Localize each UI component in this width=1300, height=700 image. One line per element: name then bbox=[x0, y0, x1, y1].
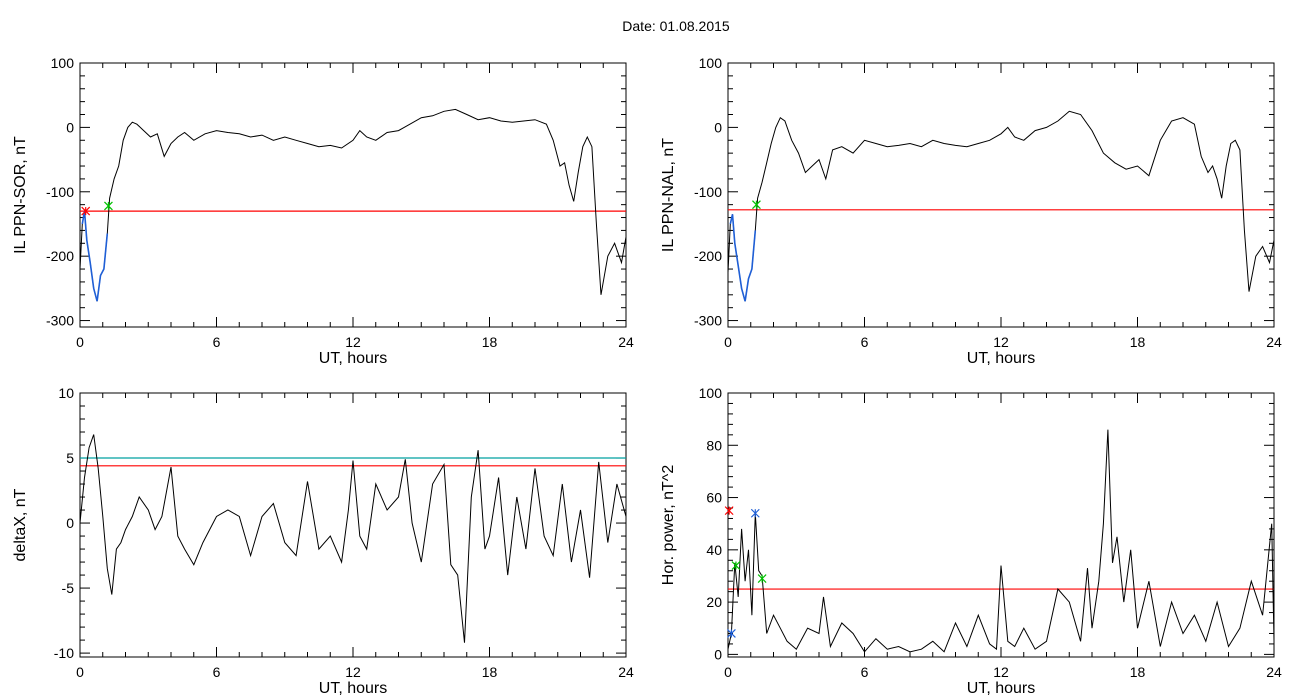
x-tick-label: 6 bbox=[213, 334, 221, 350]
highlight-segment bbox=[729, 214, 757, 302]
plot-area bbox=[80, 434, 626, 643]
x-tick-label: 18 bbox=[1130, 664, 1146, 680]
y-tick-label: 10 bbox=[58, 385, 74, 401]
marker-end bbox=[104, 201, 113, 211]
series-line bbox=[80, 434, 626, 643]
y-tick-label: -200 bbox=[46, 248, 74, 264]
marker-peak bbox=[726, 629, 736, 638]
plot-area bbox=[80, 108, 626, 302]
y-tick-label: -200 bbox=[694, 248, 722, 264]
plot-area bbox=[728, 429, 1274, 653]
x-tick-label: 24 bbox=[1266, 334, 1282, 350]
x-axis-label: UT, hours bbox=[967, 350, 1035, 367]
marker-start bbox=[724, 506, 734, 516]
y-tick-label: -100 bbox=[46, 184, 74, 200]
x-tick-label: 24 bbox=[618, 334, 634, 350]
marker-peak bbox=[750, 508, 760, 518]
x-tick-label: 6 bbox=[861, 334, 869, 350]
x-tick-label: 18 bbox=[482, 664, 498, 680]
x-tick-label: 18 bbox=[482, 334, 498, 350]
x-axis-label: UT, hours bbox=[319, 350, 387, 367]
marker-end bbox=[752, 200, 761, 210]
y-tick-label: -10 bbox=[54, 645, 74, 661]
x-tick-label: 12 bbox=[345, 664, 361, 680]
series-line bbox=[80, 108, 626, 302]
page-title: Date: 01.08.2015 bbox=[622, 18, 730, 34]
y-tick-label: 100 bbox=[699, 55, 723, 71]
series-line bbox=[728, 429, 1274, 653]
y-tick-label: 100 bbox=[699, 385, 723, 401]
x-tick-label: 0 bbox=[724, 664, 732, 680]
y-tick-label: 0 bbox=[66, 515, 74, 531]
highlight-segment bbox=[81, 210, 109, 302]
x-tick-label: 0 bbox=[76, 664, 84, 680]
plot-frame bbox=[727, 62, 1275, 328]
y-tick-label: 0 bbox=[714, 646, 722, 662]
plot-area bbox=[728, 110, 1274, 302]
x-tick-label: 12 bbox=[345, 334, 361, 350]
x-tick-label: 6 bbox=[861, 664, 869, 680]
plot-frame bbox=[79, 392, 627, 658]
y-tick-label: 60 bbox=[706, 490, 722, 506]
y-tick-label: -300 bbox=[694, 313, 722, 329]
series-line bbox=[728, 110, 1274, 302]
y-tick-label: -300 bbox=[46, 313, 74, 329]
x-tick-label: 24 bbox=[1266, 664, 1282, 680]
x-axis-label: UT, hours bbox=[967, 680, 1035, 697]
chart-panel-deltax: 0 6 12 18 24 -10 -5 0 5 10 UT, hours deltaX, nT bbox=[12, 385, 634, 697]
marker-end bbox=[757, 574, 767, 584]
x-tick-label: 12 bbox=[993, 664, 1009, 680]
y-tick-label: 0 bbox=[66, 119, 74, 135]
y-axis-label: Hor. power, nT^2 bbox=[660, 465, 677, 586]
plot-frame bbox=[727, 392, 1275, 658]
chart-panel-hor-power: 0 6 12 18 24 0 20 40 60 80 100 UT, hours Hor. power,… bbox=[660, 385, 1282, 697]
y-tick-label: -5 bbox=[62, 580, 75, 596]
chart-panel-il-ppn-nal: 0 6 12 18 24 -300 -200 -100 0 100 UT, hours IL PPN-… bbox=[660, 55, 1282, 367]
x-tick-label: 0 bbox=[76, 334, 84, 350]
x-tick-label: 0 bbox=[724, 334, 732, 350]
y-tick-label: 40 bbox=[706, 542, 722, 558]
plot-frame bbox=[79, 62, 627, 328]
y-axis-label: IL PPN-NAL, nT bbox=[660, 138, 677, 252]
x-tick-label: 18 bbox=[1130, 334, 1146, 350]
y-tick-label: -100 bbox=[694, 184, 722, 200]
x-tick-label: 24 bbox=[618, 664, 634, 680]
chart-panel-il-ppn-sor: 0 6 12 18 24 -300 -200 -100 0 100 UT, hours IL PPN-… bbox=[12, 55, 634, 367]
marker-end bbox=[731, 561, 741, 570]
y-axis-label: IL PPN-SOR, nT bbox=[12, 136, 29, 254]
x-tick-label: 6 bbox=[213, 664, 221, 680]
x-axis-label: UT, hours bbox=[319, 680, 387, 697]
y-tick-label: 80 bbox=[706, 437, 722, 453]
y-axis-label: deltaX, nT bbox=[12, 488, 29, 561]
y-tick-label: 5 bbox=[66, 450, 74, 466]
x-tick-label: 12 bbox=[993, 334, 1009, 350]
y-tick-label: 0 bbox=[714, 119, 722, 135]
marker-start bbox=[81, 206, 91, 216]
y-tick-label: 20 bbox=[706, 594, 722, 610]
y-tick-label: 100 bbox=[51, 55, 75, 71]
